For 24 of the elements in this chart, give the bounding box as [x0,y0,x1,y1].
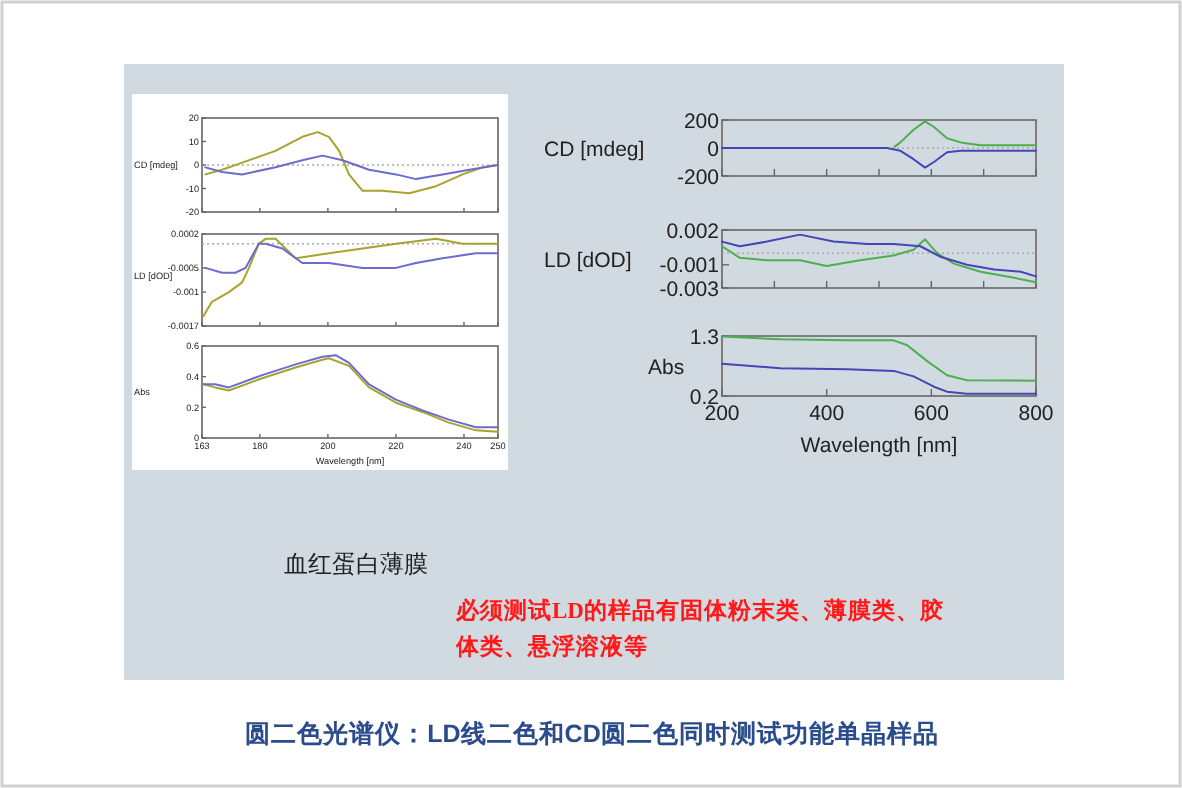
y-axis-title: Abs [648,355,685,380]
y-axis-title: LD [dOD] [544,248,632,273]
line-series [893,120,1037,148]
y-tick-label: -0.003 [659,277,720,302]
line-series [721,335,1037,382]
text: 圆二色光谱仪：LD线二色和CD圆二色同时测试功能单晶样品 [245,718,939,748]
y-tick-label: -0.001 [659,254,720,279]
line-series [204,242,499,274]
y-tick-label: 0 [707,137,720,162]
text: 血红蛋白薄膜 [284,548,430,582]
line-series [721,147,1037,169]
y-tick-label: 200 [683,109,720,134]
y-tick-label: 0.002 [666,219,720,244]
y-axis-title: CD [mdeg] [544,137,645,162]
line-series [204,154,499,181]
x-tick-label: 400 [809,402,845,427]
line-series [721,362,1037,395]
y-tick-label: 1.3 [689,325,720,350]
x-axis-title: Wavelength [nm] [800,434,958,458]
text: 必须测试LD的样品有固体粉末类、薄膜类、胶体类、悬浮溶液等 [456,596,946,664]
y-tick-label: -200 [676,165,720,190]
x-tick-label: 600 [913,402,950,427]
x-tick-label: 800 [1018,402,1054,427]
line-series [202,237,499,318]
